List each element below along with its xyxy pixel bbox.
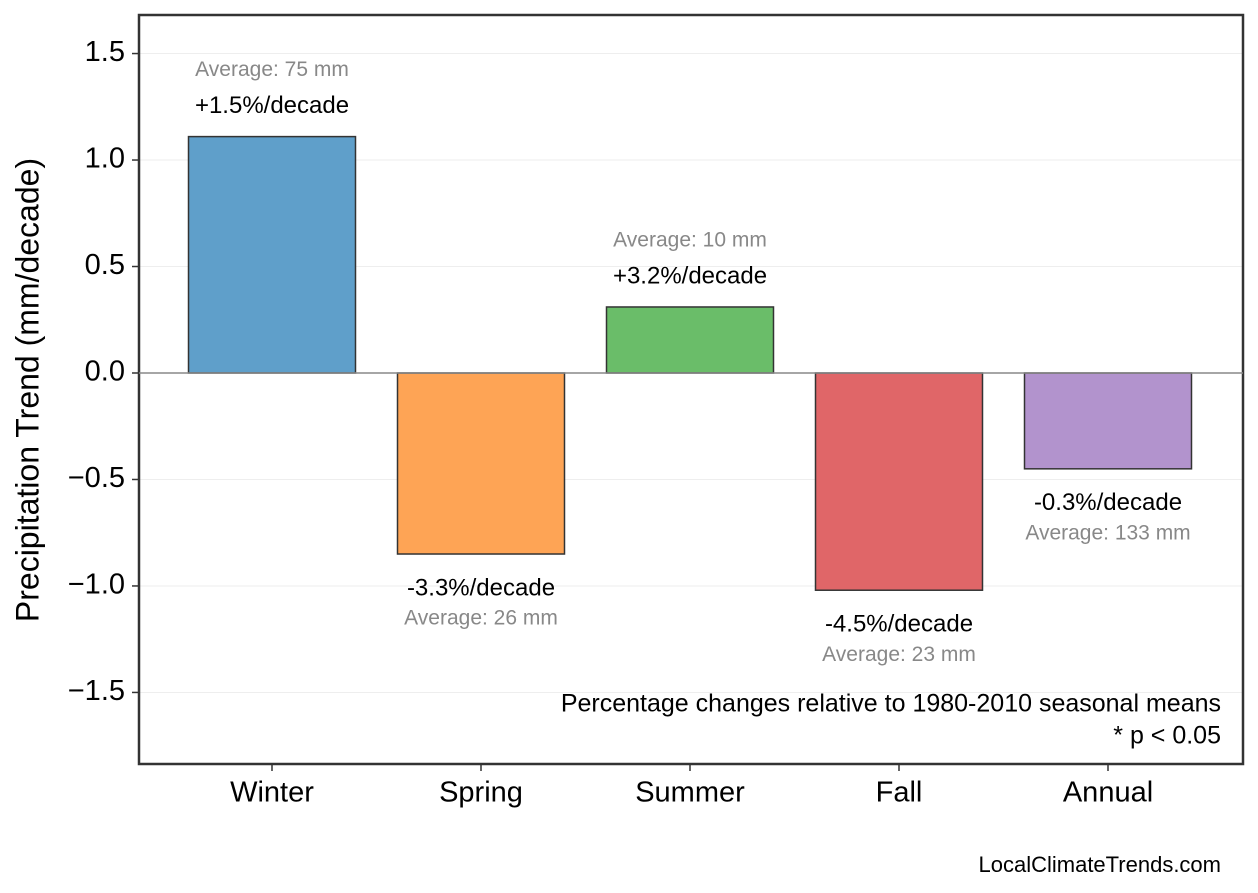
average-label: Average: 26 mm xyxy=(404,607,558,630)
y-axis-label: Precipitation Trend (mm/decade) xyxy=(9,158,45,622)
trend-label: -4.5%/decade xyxy=(825,611,973,638)
y-tick-label: −0.5 xyxy=(68,462,125,494)
average-label: Average: 133 mm xyxy=(1025,521,1190,544)
x-tick-label: Summer xyxy=(635,777,745,809)
y-tick-label: 0.5 xyxy=(85,249,125,281)
average-label: Average: 10 mm xyxy=(613,229,767,252)
y-tick-label: 1.0 xyxy=(85,143,125,175)
x-tick-label: Annual xyxy=(1063,777,1153,809)
x-tick-label: Spring xyxy=(439,777,523,809)
x-tick-label: Winter xyxy=(230,777,314,809)
bar xyxy=(814,372,984,591)
bar xyxy=(1023,372,1193,470)
y-tick-label: −1.0 xyxy=(68,569,125,601)
note: Percentage changes relative to 1980-2010… xyxy=(561,690,1221,718)
trend-label: +3.2%/decade xyxy=(613,262,767,289)
average-label: Average: 23 mm xyxy=(822,643,976,666)
y-tick-label: 0.0 xyxy=(85,356,125,388)
source: LocalClimateTrends.com xyxy=(979,852,1222,877)
x-tick-label: Fall xyxy=(876,777,923,809)
y-tick-label: 1.5 xyxy=(85,36,125,68)
plot-frame xyxy=(137,13,1245,766)
bar xyxy=(396,372,566,555)
trend-label: -3.3%/decade xyxy=(407,574,555,601)
trend-label: -0.3%/decade xyxy=(1034,489,1182,516)
average-label: Average: 75 mm xyxy=(195,58,349,81)
bar xyxy=(187,135,357,374)
y-tick-label: −1.5 xyxy=(68,675,125,707)
trend-label: +1.5%/decade xyxy=(195,92,349,119)
note: * p < 0.05 xyxy=(1113,722,1221,750)
bar xyxy=(605,306,775,374)
